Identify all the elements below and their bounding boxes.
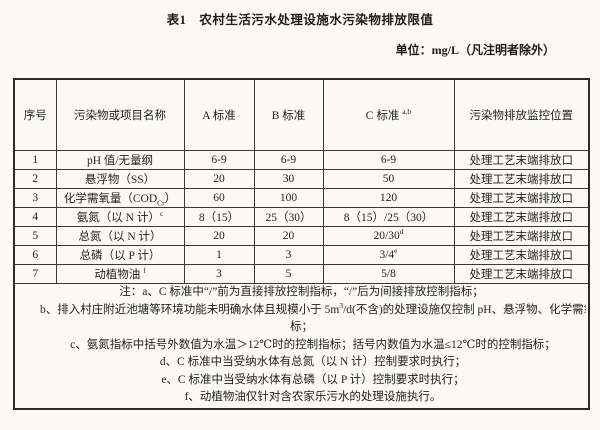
note-line: 注：a、C 标准中“/”前为直接排放控制指标，“/”后为间接排放控制指标； bbox=[119, 286, 484, 299]
cell-std-b: 6-9 bbox=[253, 149, 324, 170]
col-header-std-c: C 标准 a,b bbox=[322, 78, 455, 151]
cell-std-b: 100 bbox=[253, 187, 324, 208]
cell-std-c: 3/4e bbox=[322, 244, 455, 265]
cell-std-b: 3 bbox=[253, 244, 324, 265]
cell-std-c: 20/30d bbox=[322, 225, 455, 246]
cell-std-a: 20 bbox=[183, 168, 255, 189]
cell-std-c: 6-9 bbox=[322, 149, 455, 170]
cell-no: 5 bbox=[13, 225, 57, 246]
table-row: 1 pH 值/无量纲 6-9 6-9 6-9 处理工艺末端排放口 bbox=[13, 149, 590, 170]
page-title: 表1 农村生活污水处理设施水污染物排放限值 bbox=[166, 13, 434, 27]
discharge-limits-table: 序号 污染物或项目名称 A 标准 B 标准 C 标准 a,b 污染物排放监控位置 1 pH … bbox=[13, 78, 590, 410]
note-line: d、C 标准中当受纳水体有总氮（以 N 计）控制要求时执行； bbox=[159, 356, 467, 369]
cell-no: 3 bbox=[13, 187, 57, 208]
cell-name: 氨氮（以 N 计）c bbox=[55, 206, 185, 227]
cell-no: 1 bbox=[13, 149, 57, 170]
cell-std-a: 3 bbox=[183, 263, 255, 284]
cell-no: 7 bbox=[13, 263, 57, 284]
col-header-no: 序号 bbox=[13, 78, 57, 151]
cell-std-c: 50 bbox=[322, 168, 455, 189]
unit-note: 单位：mg/L（凡注明者除外） bbox=[395, 43, 555, 57]
note-line: f、动植物油仅针对含农家乐污水的处理设施执行。 bbox=[184, 391, 442, 404]
header-row: 序号 污染物或项目名称 A 标准 B 标准 C 标准 a,b 污染物排放监控位置 bbox=[13, 78, 590, 151]
table-row: 7 动植物油 f 3 5 5/8 处理工艺末端排放口 bbox=[13, 263, 590, 284]
cell-std-a: 1 bbox=[183, 244, 255, 265]
cell-location: 处理工艺末端排放口 bbox=[453, 225, 590, 246]
col-header-std-b: B 标准 bbox=[253, 78, 324, 151]
col-header-std-a: A 标准 bbox=[183, 78, 255, 151]
table-row: 2 悬浮物（SS） 20 30 50 处理工艺末端排放口 bbox=[13, 168, 590, 189]
cell-std-a: 6-9 bbox=[183, 149, 255, 170]
col-header-location: 污染物排放监控位置 bbox=[453, 78, 590, 151]
cell-std-c: 120 bbox=[322, 187, 455, 208]
cell-std-c: 5/8 bbox=[322, 263, 455, 284]
cell-location: 处理工艺末端排放口 bbox=[453, 149, 590, 170]
cell-name: 悬浮物（SS） bbox=[55, 168, 185, 189]
note-line: b、排入村庄附近池塘等环境功能未明确水体且规模小于 5m3/d(不含)的处理设施… bbox=[40, 301, 586, 316]
cell-location: 处理工艺末端排放口 bbox=[453, 187, 590, 208]
cell-name: 动植物油 f bbox=[55, 263, 185, 284]
cell-std-b: 30 bbox=[253, 168, 324, 189]
cell-std-a: 20 bbox=[183, 225, 255, 246]
table-row: 3 化学需氧量（CODCr） 60 100 120 处理工艺末端排放口 bbox=[13, 187, 590, 208]
cell-location: 处理工艺末端排放口 bbox=[453, 263, 590, 284]
col-header-name: 污染物或项目名称 bbox=[55, 78, 185, 151]
cell-std-b: 5 bbox=[253, 263, 324, 284]
notes-cell: 注：a、C 标准中“/”前为直接排放控制指标，“/”后为间接排放控制指标； b、排… bbox=[13, 282, 590, 409]
notes-row: 注：a、C 标准中“/”前为直接排放控制指标，“/”后为间接排放控制指标； b、排… bbox=[13, 282, 590, 409]
cell-location: 处理工艺末端排放口 bbox=[453, 206, 590, 227]
cell-std-b: 25（30） bbox=[253, 206, 324, 227]
cell-name: pH 值/无量纲 bbox=[55, 149, 185, 170]
cell-std-b: 20 bbox=[253, 225, 324, 246]
note-line: e、C 标准中当受纳水体有总磷（以 P 计）控制要求时执行； bbox=[161, 373, 465, 386]
table-row: 4 氨氮（以 N 计）c 8（15） 25（30） 8（15）/25（30） 处理工艺末端… bbox=[13, 206, 590, 227]
cell-std-a: 60 bbox=[183, 187, 255, 208]
cell-no: 6 bbox=[13, 244, 57, 265]
cell-std-a: 8（15） bbox=[183, 206, 255, 227]
cell-no: 4 bbox=[13, 206, 57, 227]
note-line: 标； bbox=[290, 321, 313, 334]
cell-name: 总氮（以 N 计） bbox=[55, 225, 185, 246]
cell-location: 处理工艺末端排放口 bbox=[453, 168, 590, 189]
cell-name: 化学需氧量（CODCr） bbox=[55, 187, 185, 208]
cell-location: 处理工艺末端排放口 bbox=[453, 244, 590, 265]
table-row: 6 总磷（以 P 计） 1 3 3/4e 处理工艺末端排放口 bbox=[13, 244, 590, 265]
table-row: 5 总氮（以 N 计） 20 20 20/30d 处理工艺末端排放口 bbox=[13, 225, 590, 246]
note-line: c、氨氮指标中括号外数值为水温＞12℃时的控制指标；括号内数值为水温≤12℃时的… bbox=[70, 338, 556, 351]
cell-name: 总磷（以 P 计） bbox=[55, 244, 185, 265]
cell-no: 2 bbox=[13, 168, 57, 189]
cell-std-c: 8（15）/25（30） bbox=[322, 206, 455, 227]
